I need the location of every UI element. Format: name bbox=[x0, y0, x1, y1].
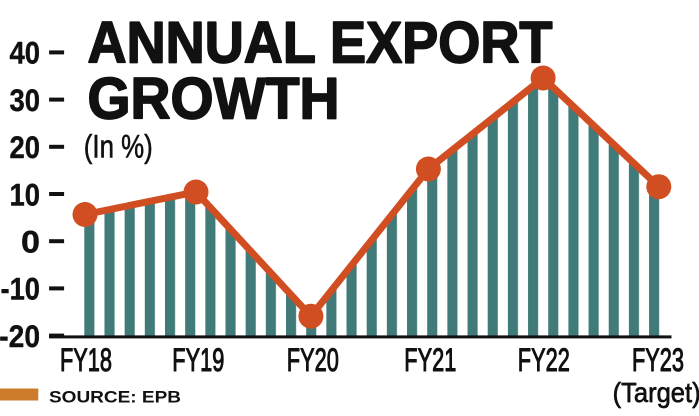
svg-text:30: 30 bbox=[10, 82, 41, 118]
svg-text:FY23: FY23 bbox=[632, 342, 684, 378]
svg-text:(Target): (Target) bbox=[613, 377, 699, 408]
svg-text:10: 10 bbox=[10, 176, 41, 212]
svg-text:FY21: FY21 bbox=[404, 342, 456, 378]
svg-text:(In %): (In %) bbox=[84, 128, 153, 165]
svg-text:FY22: FY22 bbox=[518, 342, 570, 378]
svg-text:FY20: FY20 bbox=[287, 342, 339, 378]
svg-text:GROWTH: GROWTH bbox=[88, 66, 340, 131]
svg-text:40: 40 bbox=[10, 35, 41, 71]
svg-text:20: 20 bbox=[10, 129, 41, 165]
svg-text:SOURCE: EPB: SOURCE: EPB bbox=[49, 388, 181, 406]
svg-text:-10: -10 bbox=[1, 271, 41, 307]
svg-text:-20: -20 bbox=[0, 318, 40, 354]
svg-text:FY18: FY18 bbox=[60, 342, 112, 378]
svg-text:FY19: FY19 bbox=[172, 342, 224, 378]
svg-text:ANNUAL EXPORT: ANNUAL EXPORT bbox=[88, 11, 553, 76]
svg-text:0: 0 bbox=[21, 224, 40, 260]
